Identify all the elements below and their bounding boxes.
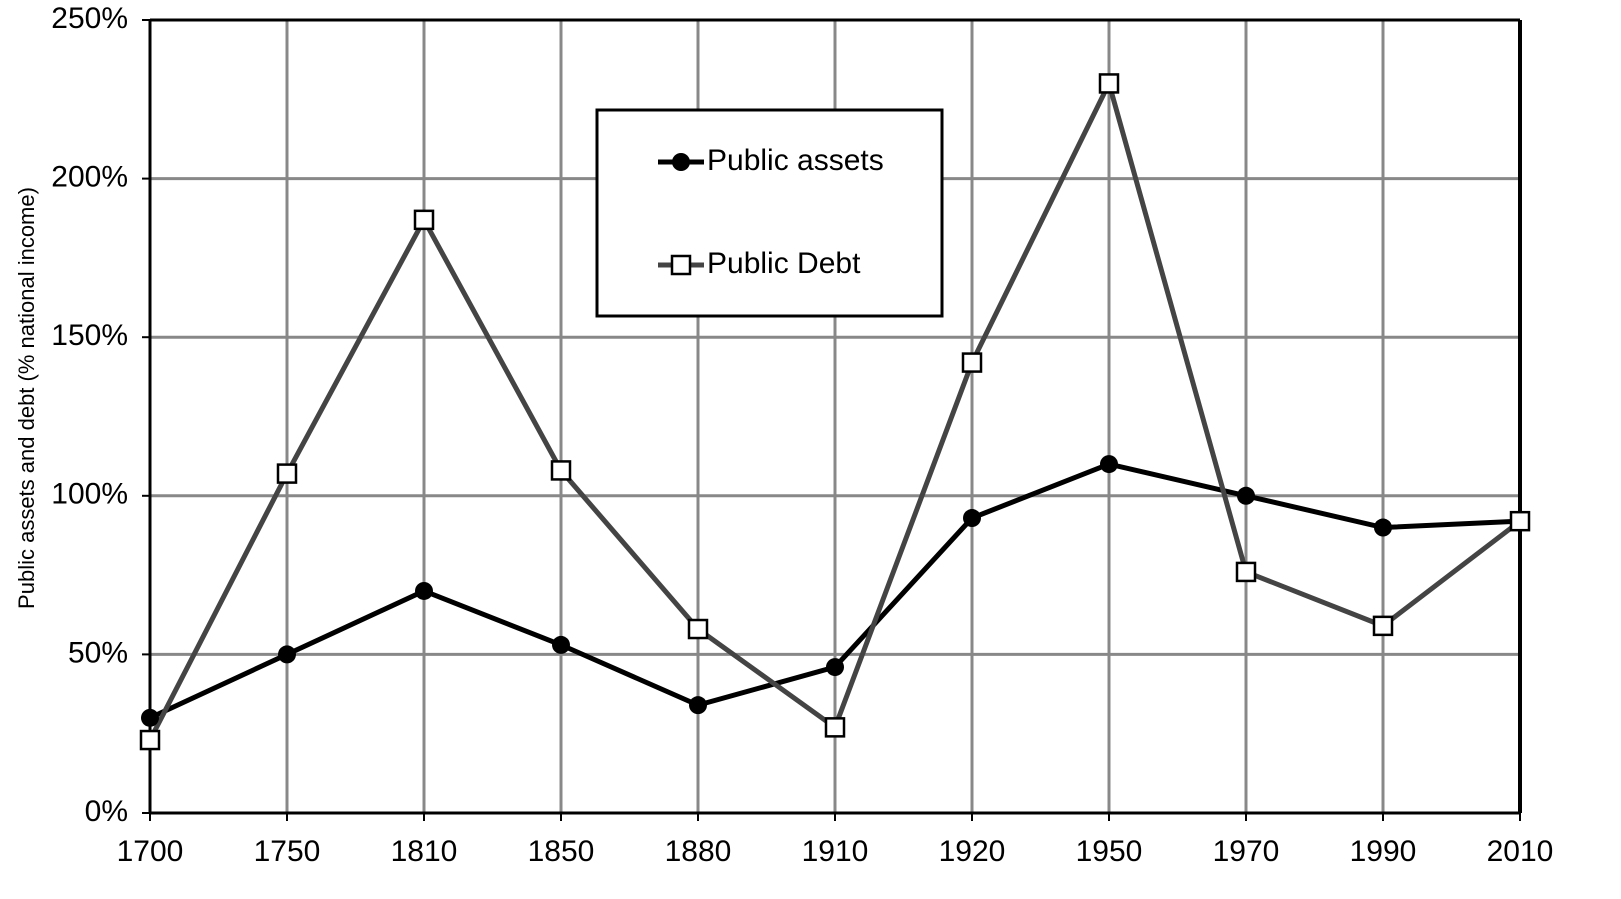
x-tick-label: 2010 bbox=[1487, 835, 1554, 868]
data-point bbox=[1098, 73, 1120, 94]
data-point bbox=[826, 658, 844, 677]
data-point bbox=[552, 635, 570, 654]
y-tick-label: 200% bbox=[51, 161, 128, 194]
data-point bbox=[1509, 510, 1531, 532]
x-tick-label: 1970 bbox=[1213, 835, 1280, 868]
legend-marker bbox=[670, 254, 692, 276]
data-point bbox=[963, 509, 981, 528]
x-tick-label: 1920 bbox=[939, 835, 1006, 868]
data-point bbox=[689, 696, 707, 715]
data-point bbox=[550, 460, 572, 481]
legend-label: Public Debt bbox=[707, 247, 861, 280]
legend-marker bbox=[672, 153, 690, 171]
data-point bbox=[141, 708, 159, 727]
x-tick-label: 1750 bbox=[254, 835, 321, 868]
data-point bbox=[278, 645, 296, 664]
data-point bbox=[961, 352, 983, 373]
data-point bbox=[276, 463, 298, 484]
x-tick-label: 1850 bbox=[528, 835, 595, 868]
y-tick-label: 50% bbox=[68, 636, 128, 669]
data-point bbox=[1100, 455, 1118, 474]
data-point bbox=[1237, 486, 1255, 505]
y-tick-label: 250% bbox=[51, 2, 128, 35]
x-tick-label: 1990 bbox=[1350, 835, 1417, 868]
legend-label: Public assets bbox=[707, 144, 884, 177]
y-tick-label: 0% bbox=[85, 795, 128, 828]
x-tick-label: 1880 bbox=[665, 835, 732, 868]
y-tick-label: 100% bbox=[51, 478, 128, 511]
data-point bbox=[1235, 561, 1257, 583]
data-point bbox=[824, 717, 846, 738]
data-point bbox=[139, 729, 161, 751]
legend-box bbox=[595, 108, 944, 318]
data-point bbox=[687, 618, 709, 640]
data-point bbox=[413, 209, 435, 231]
x-tick-label: 1950 bbox=[1076, 835, 1143, 868]
data-point bbox=[1374, 518, 1392, 537]
y-axis-title: Public assets and debt (% national incom… bbox=[14, 187, 39, 609]
x-tick-label: 1810 bbox=[391, 835, 458, 868]
y-tick-label: 150% bbox=[51, 319, 128, 352]
x-tick-label: 1700 bbox=[117, 835, 184, 868]
data-point bbox=[415, 581, 433, 600]
data-point bbox=[1372, 615, 1394, 637]
x-tick-label: 1910 bbox=[802, 835, 869, 868]
